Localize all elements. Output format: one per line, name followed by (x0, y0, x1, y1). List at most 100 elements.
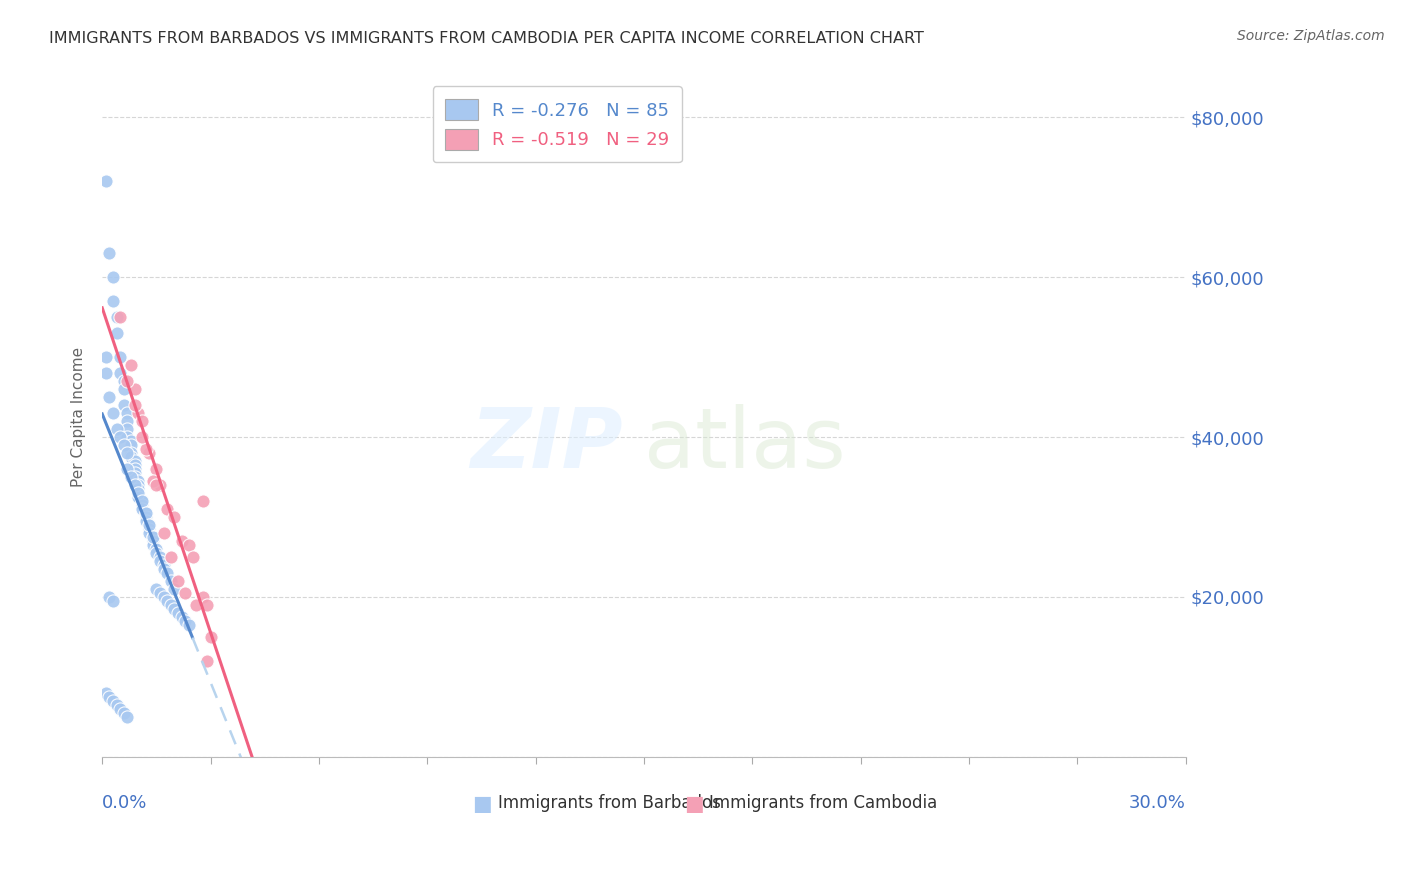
Point (193, 494, 215, 508)
Point (138, 446, 160, 460)
Point (177, 538, 200, 552)
Point (177, 618, 200, 632)
Point (124, 458, 146, 472)
Point (145, 541, 167, 556)
Point (142, 533, 165, 548)
Point (124, 462, 146, 476)
Point (142, 538, 165, 552)
Point (131, 430, 153, 444)
Point (174, 614, 197, 628)
Point (101, 270, 124, 285)
Point (105, 698, 128, 712)
Point (127, 474, 149, 488)
Point (117, 446, 139, 460)
Point (131, 498, 153, 512)
Point (120, 450, 142, 464)
Point (98, 246, 121, 260)
Point (142, 530, 165, 544)
Point (135, 506, 157, 520)
Y-axis label: Per Capita Income: Per Capita Income (72, 347, 86, 487)
Text: ZIP: ZIP (470, 404, 623, 484)
Point (127, 486, 149, 500)
Point (124, 382, 146, 396)
Text: atlas: atlas (644, 404, 846, 484)
Point (127, 490, 149, 504)
Point (152, 562, 174, 576)
Point (98, 690, 121, 704)
Point (124, 470, 146, 484)
Point (170, 533, 193, 548)
Point (135, 514, 157, 528)
Point (112, 374, 135, 388)
Point (127, 486, 149, 500)
Point (156, 594, 179, 608)
Point (152, 558, 174, 572)
Point (101, 594, 124, 608)
Point (152, 590, 174, 604)
Point (152, 526, 174, 541)
Point (117, 406, 139, 420)
Point (145, 582, 167, 596)
Point (131, 502, 153, 516)
Point (127, 482, 149, 496)
Point (112, 706, 135, 720)
Point (117, 422, 139, 436)
Text: IMMIGRANTS FROM BARBADOS VS IMMIGRANTS FROM CAMBODIA PER CAPITA INCOME CORRELATI: IMMIGRANTS FROM BARBADOS VS IMMIGRANTS F… (49, 31, 924, 46)
Point (94, 686, 117, 700)
Point (124, 478, 146, 492)
Point (135, 442, 157, 456)
Point (112, 398, 135, 412)
Point (156, 566, 179, 580)
Point (145, 478, 167, 492)
Point (110, 430, 132, 444)
Point (110, 350, 132, 364)
Point (105, 422, 128, 436)
Point (170, 610, 193, 624)
Point (142, 474, 165, 488)
Point (98, 390, 121, 404)
Point (120, 446, 142, 460)
Point (138, 526, 160, 541)
Point (149, 554, 172, 568)
Point (131, 494, 153, 508)
Text: 0.0%: 0.0% (103, 794, 148, 812)
Point (145, 546, 167, 560)
Point (181, 549, 204, 564)
Text: Immigrants from Cambodia: Immigrants from Cambodia (709, 794, 938, 812)
Point (124, 454, 146, 468)
Point (160, 549, 183, 564)
Point (117, 374, 139, 388)
Point (94, 366, 117, 380)
Point (101, 294, 124, 309)
Text: 30.0%: 30.0% (1129, 794, 1185, 812)
Point (138, 518, 160, 533)
Point (124, 398, 146, 412)
Point (195, 598, 218, 612)
Point (167, 574, 190, 588)
Point (117, 462, 139, 476)
Point (160, 574, 183, 588)
Point (131, 494, 153, 508)
Point (131, 414, 153, 428)
Point (120, 470, 142, 484)
Point (105, 310, 128, 325)
Point (120, 438, 142, 452)
Text: ■: ■ (472, 794, 492, 814)
Point (135, 510, 157, 524)
Point (101, 694, 124, 708)
Point (120, 434, 142, 448)
Point (94, 174, 117, 188)
Point (101, 406, 124, 420)
Point (138, 518, 160, 533)
Point (145, 462, 167, 476)
Point (117, 710, 139, 724)
Point (120, 358, 142, 372)
Point (167, 606, 190, 620)
Point (110, 310, 132, 325)
Legend: R = -0.276   N = 85, R = -0.519   N = 29: R = -0.276 N = 85, R = -0.519 N = 29 (433, 87, 682, 162)
Point (156, 502, 179, 516)
Point (110, 366, 132, 380)
Point (163, 582, 186, 596)
Point (174, 586, 197, 600)
Point (117, 414, 139, 428)
